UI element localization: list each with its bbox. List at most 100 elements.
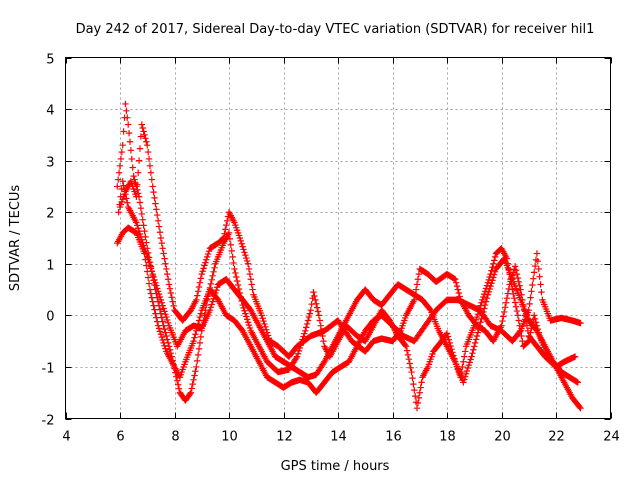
- data-point-marker: [139, 239, 146, 246]
- data-point-marker: [317, 322, 324, 329]
- data-point-marker: [118, 185, 125, 193]
- data-point-marker: [149, 270, 156, 278]
- data-point-marker: [301, 330, 308, 337]
- data-point-marker: [510, 290, 517, 298]
- data-point-marker: [307, 307, 314, 314]
- data-point-marker: [576, 403, 583, 411]
- data-point-marker: [461, 373, 469, 380]
- data-point-marker: [200, 265, 207, 272]
- data-point-marker: [489, 277, 496, 284]
- data-point-marker: [197, 275, 205, 282]
- data-point-marker: [221, 230, 228, 237]
- data-point-marker: [160, 322, 167, 329]
- data-point-marker: [247, 276, 254, 283]
- data-point-marker: [461, 348, 469, 355]
- data-point-marker: [487, 282, 494, 290]
- data-point-marker: [316, 317, 324, 324]
- data-point-marker: [313, 300, 320, 307]
- data-point-marker: [124, 114, 131, 121]
- data-point-marker: [115, 169, 123, 176]
- data-point-marker: [234, 281, 242, 289]
- grid: [65, 57, 611, 419]
- data-point-marker: [236, 234, 244, 242]
- data-point-marker: [136, 199, 144, 206]
- data-point-marker: [532, 319, 540, 326]
- data-point-marker: [123, 195, 130, 202]
- data-point-marker: [511, 299, 519, 306]
- data-point-marker: [404, 351, 412, 359]
- y-tick-label: -2: [42, 414, 55, 429]
- data-point-marker: [262, 323, 269, 331]
- data-point-marker: [157, 296, 165, 304]
- data-point-marker: [488, 280, 495, 287]
- data-point-marker: [145, 155, 153, 163]
- data-point-marker: [460, 358, 467, 365]
- data-point-marker: [206, 307, 214, 314]
- data-point-marker: [243, 254, 250, 262]
- data-point-marker: [525, 307, 532, 314]
- data-point-marker: [146, 162, 154, 169]
- data-point-marker: [159, 318, 166, 325]
- data-point-marker: [211, 292, 218, 300]
- data-point-marker: [531, 269, 538, 276]
- data-point-marker: [162, 345, 169, 352]
- data-point-marker: [137, 133, 145, 140]
- data-point-marker: [154, 217, 162, 225]
- data-point-marker: [150, 188, 157, 196]
- data-point-marker: [241, 307, 248, 314]
- data-point-marker: [213, 286, 220, 294]
- data-point-marker: [467, 356, 474, 363]
- data-point-marker: [465, 362, 472, 369]
- data-point-marker: [293, 353, 301, 360]
- x-tick-label: 16: [385, 430, 402, 445]
- data-point-marker: [402, 341, 409, 349]
- y-tick-label: 2: [46, 207, 54, 222]
- data-point-marker: [479, 312, 486, 319]
- data-point-marker: [468, 353, 475, 360]
- data-point-marker: [154, 285, 161, 292]
- data-point-marker: [208, 276, 215, 284]
- data-point-marker: [126, 138, 134, 145]
- data-point-marker: [147, 290, 155, 297]
- data-point-marker: [153, 282, 160, 289]
- data-point-marker: [154, 211, 161, 219]
- data-point-marker: [146, 262, 154, 269]
- data-point-marker: [192, 331, 199, 338]
- data-point-marker: [194, 357, 201, 365]
- data-point-marker: [148, 176, 155, 183]
- data-point-marker: [531, 315, 539, 322]
- data-point-marker: [164, 276, 172, 283]
- data-point-marker: [313, 304, 321, 311]
- data-point-marker: [528, 288, 535, 295]
- data-point-marker: [426, 305, 433, 313]
- data-point-marker: [156, 229, 164, 236]
- data-point-marker: [513, 307, 521, 315]
- x-tick-label: 12: [276, 430, 293, 445]
- data-point-marker: [156, 328, 164, 335]
- data-point-marker: [145, 259, 153, 266]
- x-tick-label: 24: [603, 430, 620, 445]
- data-point-marker: [157, 234, 165, 242]
- data-point-marker: [453, 282, 461, 290]
- data-point-marker: [153, 206, 160, 213]
- chart-title: Day 242 of 2017, Sidereal Day-to-day VTE…: [76, 22, 595, 37]
- data-point-marker: [130, 172, 137, 180]
- data-point-marker: [227, 241, 235, 249]
- data-point-marker: [146, 286, 154, 293]
- data-point-marker: [444, 333, 452, 340]
- data-point-marker: [134, 169, 142, 176]
- y-axis-label: SDTVAR / TECUs: [8, 185, 23, 292]
- data-point-marker: [459, 363, 466, 371]
- data-point-marker: [127, 147, 135, 154]
- data-point-marker: [158, 333, 165, 341]
- data-point-marker: [124, 121, 132, 128]
- data-point-marker: [166, 346, 174, 353]
- axis-ticks: [65, 57, 612, 420]
- data-point-marker: [244, 319, 252, 326]
- data-point-marker: [403, 347, 411, 354]
- data-point-marker: [241, 249, 248, 256]
- x-tick-label: 8: [171, 430, 179, 445]
- data-point-marker: [120, 182, 127, 189]
- data-point-marker: [511, 263, 519, 270]
- data-point-marker: [160, 305, 167, 312]
